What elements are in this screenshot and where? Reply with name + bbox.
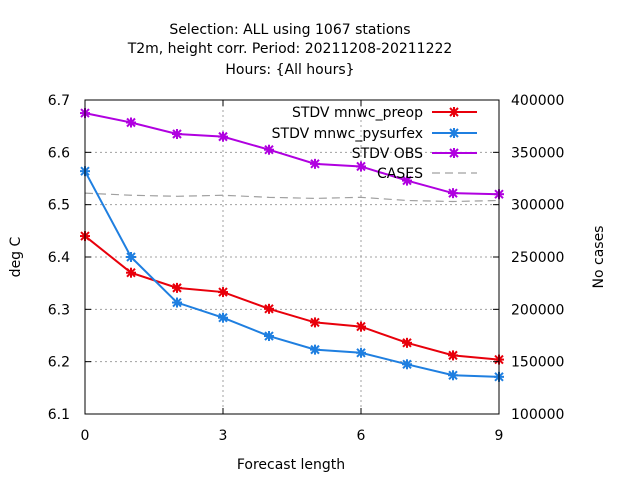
series-3 — [84, 192, 500, 203]
y2-tick-label: 400000 — [511, 93, 564, 109]
series-line — [84, 192, 500, 203]
series-0 — [80, 231, 504, 365]
legend-label: STDV OBS — [352, 146, 423, 162]
data-point — [264, 144, 274, 155]
data-point — [310, 158, 320, 169]
x-tick-label: 9 — [495, 428, 504, 444]
x-tick-label: 3 — [219, 428, 228, 444]
x-tick-label: 0 — [81, 428, 90, 444]
chart-title-line-2: T2m, height corr. Period: 20211208-20211… — [127, 41, 453, 57]
y-axis-label: deg C — [8, 236, 24, 277]
data-point — [449, 148, 459, 158]
x-tick-label: 6 — [357, 428, 366, 444]
x-axis-label: Forecast length — [237, 457, 345, 473]
legend-item: STDV mnwc_preop — [292, 105, 477, 121]
data-point — [264, 331, 274, 342]
y-tick-label: 6.4 — [48, 250, 70, 266]
y-tick-label: 6.3 — [48, 302, 70, 318]
chart-title-line-3: Hours: {All hours} — [225, 62, 354, 78]
y2-tick-label: 100000 — [511, 407, 564, 423]
data-point — [264, 303, 274, 314]
y-tick-label: 6.2 — [48, 355, 70, 371]
data-point — [172, 129, 182, 140]
legend-label: STDV mnwc_preop — [292, 105, 423, 121]
data-point — [126, 267, 136, 278]
y-tick-label: 6.1 — [48, 407, 70, 423]
data-point — [218, 287, 228, 298]
data-point — [218, 131, 228, 142]
data-point — [356, 321, 366, 332]
legend-label: CASES — [377, 166, 423, 182]
series-line — [84, 112, 500, 196]
y-tick-label: 6.7 — [48, 93, 70, 109]
data-point — [448, 350, 458, 361]
data-point — [449, 107, 459, 117]
data-point — [356, 161, 366, 172]
data-point — [448, 370, 458, 381]
data-point — [448, 188, 458, 199]
data-point — [310, 317, 320, 328]
series-1 — [80, 166, 504, 382]
legend-item: STDV OBS — [352, 146, 477, 162]
data-point — [218, 312, 228, 323]
axes: 6.1 6.2 6.3 6.4 6.5 6.6 6.7 100000 150000 200000 2… — [48, 93, 565, 444]
y2-tick-label: 150000 — [511, 355, 564, 371]
series-line — [84, 170, 500, 378]
legend: STDV mnwc_preop STDV mnwc_pysurfex STDV OB… — [272, 105, 477, 182]
data-point — [172, 297, 182, 308]
data-point — [402, 337, 412, 348]
data-point — [172, 282, 182, 293]
legend-label: STDV mnwc_pysurfex — [272, 126, 423, 142]
data-point — [126, 252, 136, 262]
data-point — [402, 359, 412, 370]
legend-item: CASES — [377, 166, 477, 182]
chart-title-line-1: Selection: ALL using 1067 stations — [169, 22, 410, 38]
y2-axis-label: No cases — [591, 226, 607, 289]
chart-title: Selection: ALL using 1067 stations T2m, … — [127, 22, 453, 78]
y2-tick-label: 350000 — [511, 145, 564, 161]
y2-tick-label: 200000 — [511, 302, 564, 318]
y-tick-label: 6.6 — [48, 145, 70, 161]
y-tick-label: 6.5 — [48, 198, 70, 214]
legend-item: STDV mnwc_pysurfex — [272, 126, 477, 142]
series-line — [84, 235, 500, 361]
grid-lines — [85, 100, 499, 414]
data-point — [449, 128, 459, 138]
data-point — [310, 344, 320, 355]
y2-tick-label: 300000 — [511, 198, 564, 214]
data-point — [356, 347, 366, 358]
data-point — [126, 117, 136, 128]
y2-tick-label: 250000 — [511, 250, 564, 266]
plot-series — [80, 108, 504, 382]
data-point — [402, 175, 412, 186]
